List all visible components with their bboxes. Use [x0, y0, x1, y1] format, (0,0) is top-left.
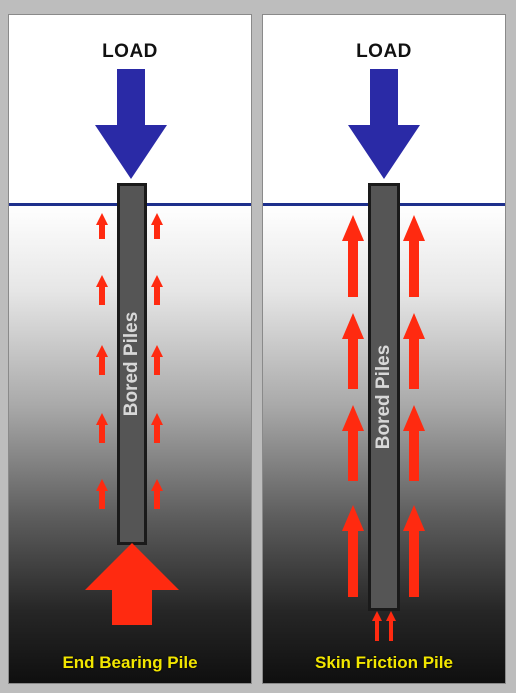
pile-label: Bored Piles	[121, 311, 142, 417]
panel-caption: End Bearing Pile	[62, 653, 198, 672]
load-arrow-icon	[95, 69, 167, 179]
pile-label: Bored Piles	[373, 344, 394, 450]
bored-pile: Bored Piles	[117, 183, 147, 545]
load-arrow-icon	[348, 69, 420, 179]
load-label: LOAD	[102, 41, 158, 62]
bored-pile: Bored Piles	[368, 183, 400, 611]
skin-friction-panel: LOAD Bored Piles S	[262, 14, 506, 684]
end-bearing-panel: LOAD Bored Piles	[8, 14, 252, 684]
load-label: LOAD	[356, 41, 412, 62]
panel-caption: Skin Friction Pile	[315, 653, 453, 672]
